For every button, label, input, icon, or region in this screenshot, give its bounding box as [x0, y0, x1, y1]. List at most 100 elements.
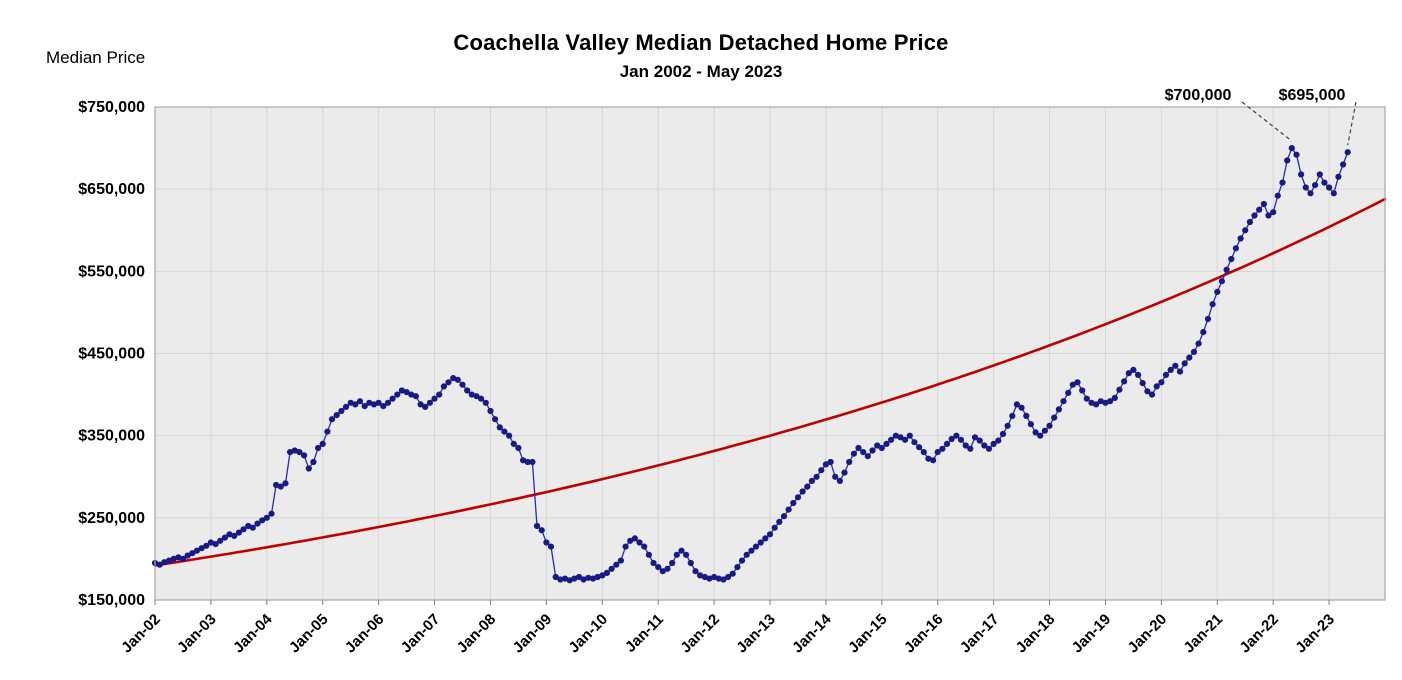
data-point: [1288, 145, 1295, 152]
data-point: [1172, 362, 1179, 369]
data-point: [943, 440, 951, 447]
data-point: [366, 399, 373, 406]
data-point: [538, 527, 545, 534]
data-point: [580, 576, 587, 583]
data-point: [962, 442, 969, 449]
data-point: [394, 391, 401, 398]
x-axis-labels: Jan-02 Jan-03 Jan-04 Jan-05 Jan-06 Jan-07 Jan-…: [118, 600, 1338, 656]
data-point: [510, 440, 517, 447]
data-point: [860, 449, 867, 456]
data-point: [389, 395, 396, 402]
data-point: [925, 455, 932, 462]
data-point: [1065, 389, 1072, 396]
data-point: [440, 383, 447, 390]
data-point: [1302, 184, 1309, 191]
x-tick-label: Jan-13: [733, 611, 779, 657]
data-point: [1162, 371, 1170, 378]
data-point: [948, 435, 955, 443]
data-point: [170, 555, 177, 563]
data-point: [1256, 206, 1263, 213]
data-point: [203, 542, 210, 549]
y-tick-label: $550,000: [78, 263, 145, 280]
data-point: [1274, 192, 1281, 199]
y-tick-label: $150,000: [78, 592, 145, 609]
data-point: [599, 572, 606, 579]
data-point: [720, 576, 727, 583]
data-point: [603, 569, 611, 577]
data-point: [850, 450, 858, 457]
data-point: [179, 555, 187, 563]
data-point: [934, 449, 941, 456]
data-point: [1116, 386, 1123, 393]
y-tick-label: $350,000: [78, 428, 145, 445]
data-point: [1083, 395, 1090, 402]
x-tick-label: Jan-08: [454, 611, 500, 657]
data-point: [1214, 288, 1221, 295]
x-tick-label: Jan-07: [398, 611, 444, 657]
data-point: [240, 526, 247, 533]
data-point: [771, 524, 778, 531]
data-point: [687, 559, 694, 567]
data-point: [1013, 401, 1021, 408]
data-point: [333, 412, 340, 419]
data-point: [1251, 212, 1258, 219]
data-point: [766, 531, 774, 538]
y-tick-label: $650,000: [78, 181, 145, 198]
data-point: [1344, 149, 1351, 156]
data-point: [902, 436, 909, 443]
data-point: [841, 469, 848, 476]
annotations: $700,000 $695,000: [1165, 87, 1357, 146]
median-price-series: [151, 145, 1351, 584]
data-point: [1200, 329, 1207, 336]
y-tick-label: $250,000: [78, 510, 145, 527]
data-point: [301, 452, 308, 459]
data-point: [864, 453, 871, 460]
data-point: [1279, 179, 1286, 186]
data-point: [855, 444, 862, 452]
data-point: [999, 430, 1007, 438]
data-point: [1004, 422, 1011, 429]
data-point: [207, 539, 214, 546]
data-point: [277, 483, 284, 490]
y-tick-label: $450,000: [78, 346, 145, 363]
data-point: [897, 434, 904, 441]
data-point: [1148, 391, 1156, 398]
data-point: [1046, 422, 1053, 429]
data-point: [762, 535, 769, 542]
data-point: [375, 399, 382, 406]
data-point: [1181, 360, 1188, 367]
data-point: [631, 535, 639, 542]
data-point: [930, 457, 937, 464]
data-point: [571, 575, 578, 582]
data-point: [1218, 278, 1225, 285]
data-point: [916, 444, 923, 451]
data-point: [338, 407, 345, 415]
data-point: [832, 473, 839, 480]
data-point: [650, 559, 657, 567]
data-point: [1326, 184, 1333, 191]
data-point: [1041, 427, 1048, 434]
data-point: [189, 550, 196, 557]
data-point: [655, 564, 662, 571]
data-point: [529, 458, 536, 466]
data-point: [836, 477, 844, 484]
data-point: [846, 458, 853, 466]
data-point: [352, 401, 359, 408]
data-point: [1330, 190, 1337, 197]
data-point: [808, 477, 816, 484]
data-point: [669, 559, 676, 567]
data-point: [473, 393, 480, 400]
data-point: [878, 444, 885, 452]
data-point: [557, 576, 564, 583]
data-point: [995, 437, 1002, 444]
data-point: [1316, 171, 1323, 178]
data-point: [156, 561, 163, 568]
data-point: [161, 559, 168, 566]
data-point: [967, 445, 974, 452]
data-point: [827, 458, 834, 466]
y-axis-labels: $150,000 $250,000 $350,000 $450,000 $550,000…: [78, 99, 145, 609]
data-point: [1284, 157, 1291, 164]
data-point: [501, 428, 508, 435]
x-tick-label: Jan-04: [230, 610, 276, 656]
